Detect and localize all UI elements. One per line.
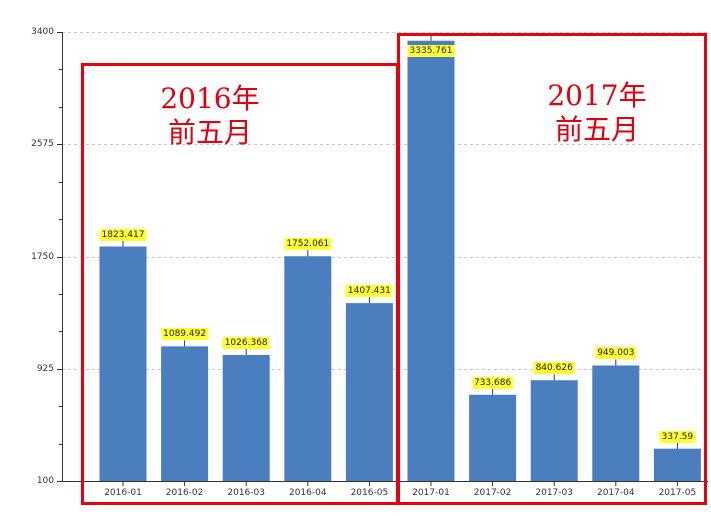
annotation-2016-line2: 前五月 <box>167 116 252 149</box>
x-tick-label: 2016-03 <box>227 488 265 498</box>
value-label: 840.626 <box>533 362 575 375</box>
bar-2017-05 <box>653 448 701 481</box>
bar-2016-02 <box>161 346 209 481</box>
bar-2016-01 <box>99 246 147 481</box>
annotation-2017-line2: 前五月 <box>554 113 639 146</box>
bar-2016-03 <box>222 354 270 481</box>
x-tick-label: 2017-05 <box>658 488 697 498</box>
bar-2017-02 <box>469 394 517 481</box>
x-tick-label: 2017-04 <box>596 488 635 498</box>
bar-2017-04 <box>592 365 640 481</box>
value-label: 733.686 <box>471 376 514 389</box>
x-tick-label: 2017-01 <box>412 488 450 498</box>
bar-2016-04 <box>284 256 332 481</box>
y-tick-label: 925 <box>36 363 54 374</box>
x-tick-label: 2017-03 <box>535 488 573 498</box>
annotation-2016-line1: 2016年 <box>160 82 260 115</box>
y-tick-label: 3400 <box>31 26 54 37</box>
value-label: 1407.431 <box>345 285 393 298</box>
value-label: 1823.417 <box>99 228 147 241</box>
x-tick-label: 2016-02 <box>165 488 204 498</box>
x-tick-label: 2016-04 <box>288 488 327 498</box>
annotation-2017: 2017年 前五月 <box>537 79 657 147</box>
bar-2016-05 <box>345 303 393 481</box>
value-label: 1089.492 <box>161 328 209 341</box>
bar-2017-03 <box>530 380 578 481</box>
y-tick-label: 1750 <box>31 251 54 262</box>
bar-2017-01 <box>407 40 455 482</box>
value-label: 1026.368 <box>222 336 270 349</box>
value-label: 337.59 <box>659 430 696 443</box>
annotation-2017-line1: 2017年 <box>547 79 647 112</box>
x-tick-label: 2016-01 <box>104 488 142 498</box>
y-tick-label: 2575 <box>31 138 54 149</box>
x-tick-label: 2017-02 <box>473 488 512 498</box>
x-tick-label: 2016-05 <box>350 488 389 498</box>
value-label: 949.003 <box>595 347 637 360</box>
value-label: 1752.061 <box>284 238 332 251</box>
annotation-2016: 2016年 前五月 <box>150 82 270 150</box>
y-tick-label: 100 <box>36 475 54 486</box>
annotation-box-2017 <box>397 33 707 505</box>
value-label: 3335.761 <box>407 44 455 57</box>
